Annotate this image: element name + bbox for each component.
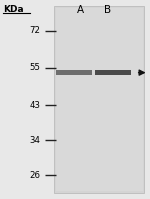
Bar — [54, 6, 144, 193]
Text: 43: 43 — [30, 101, 40, 110]
Text: 72: 72 — [30, 26, 40, 35]
Text: B: B — [104, 5, 112, 15]
Text: KDa: KDa — [3, 5, 24, 14]
Bar — [56, 70, 92, 75]
Text: 26: 26 — [30, 171, 40, 180]
Text: 34: 34 — [30, 136, 40, 145]
Bar — [56, 8, 142, 191]
Text: 55: 55 — [30, 63, 40, 72]
Bar — [95, 70, 131, 75]
Text: A: A — [77, 5, 84, 15]
